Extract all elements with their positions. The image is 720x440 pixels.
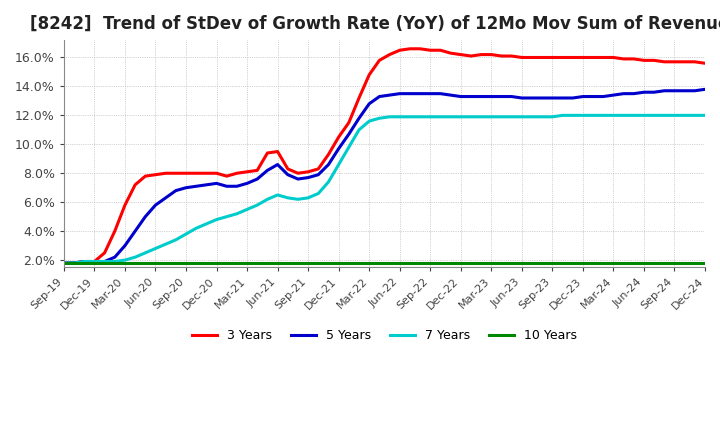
10 Years [467, 260, 475, 266]
10 Years [375, 260, 384, 266]
7 Years [467, 114, 475, 119]
Line: 3 Years: 3 Years [64, 49, 705, 263]
10 Years [141, 260, 150, 266]
Line: 5 Years: 5 Years [64, 89, 705, 263]
5 Years [324, 162, 333, 167]
3 Years [405, 46, 414, 51]
10 Years [477, 260, 485, 266]
5 Years [467, 94, 475, 99]
3 Years [487, 52, 495, 57]
3 Years [477, 52, 485, 57]
7 Years [324, 179, 333, 184]
Title: [8242]  Trend of StDev of Growth Rate (YoY) of 12Mo Mov Sum of Revenues: [8242] Trend of StDev of Growth Rate (Yo… [30, 15, 720, 33]
7 Years [60, 260, 68, 266]
3 Years [60, 260, 68, 266]
7 Years [375, 116, 384, 121]
10 Years [324, 260, 333, 266]
Legend: 3 Years, 5 Years, 7 Years, 10 Years: 3 Years, 5 Years, 7 Years, 10 Years [187, 324, 582, 348]
5 Years [701, 87, 709, 92]
7 Years [477, 114, 485, 119]
10 Years [415, 260, 424, 266]
Line: 7 Years: 7 Years [64, 115, 705, 263]
7 Years [558, 113, 567, 118]
5 Years [141, 214, 150, 219]
5 Years [60, 260, 68, 266]
7 Years [701, 113, 709, 118]
10 Years [60, 260, 68, 266]
3 Years [375, 58, 384, 63]
7 Years [415, 114, 424, 119]
5 Years [477, 94, 485, 99]
5 Years [375, 94, 384, 99]
5 Years [415, 91, 424, 96]
3 Years [701, 61, 709, 66]
10 Years [701, 260, 709, 266]
3 Years [141, 173, 150, 179]
3 Years [324, 152, 333, 157]
7 Years [141, 250, 150, 256]
3 Years [426, 48, 435, 53]
